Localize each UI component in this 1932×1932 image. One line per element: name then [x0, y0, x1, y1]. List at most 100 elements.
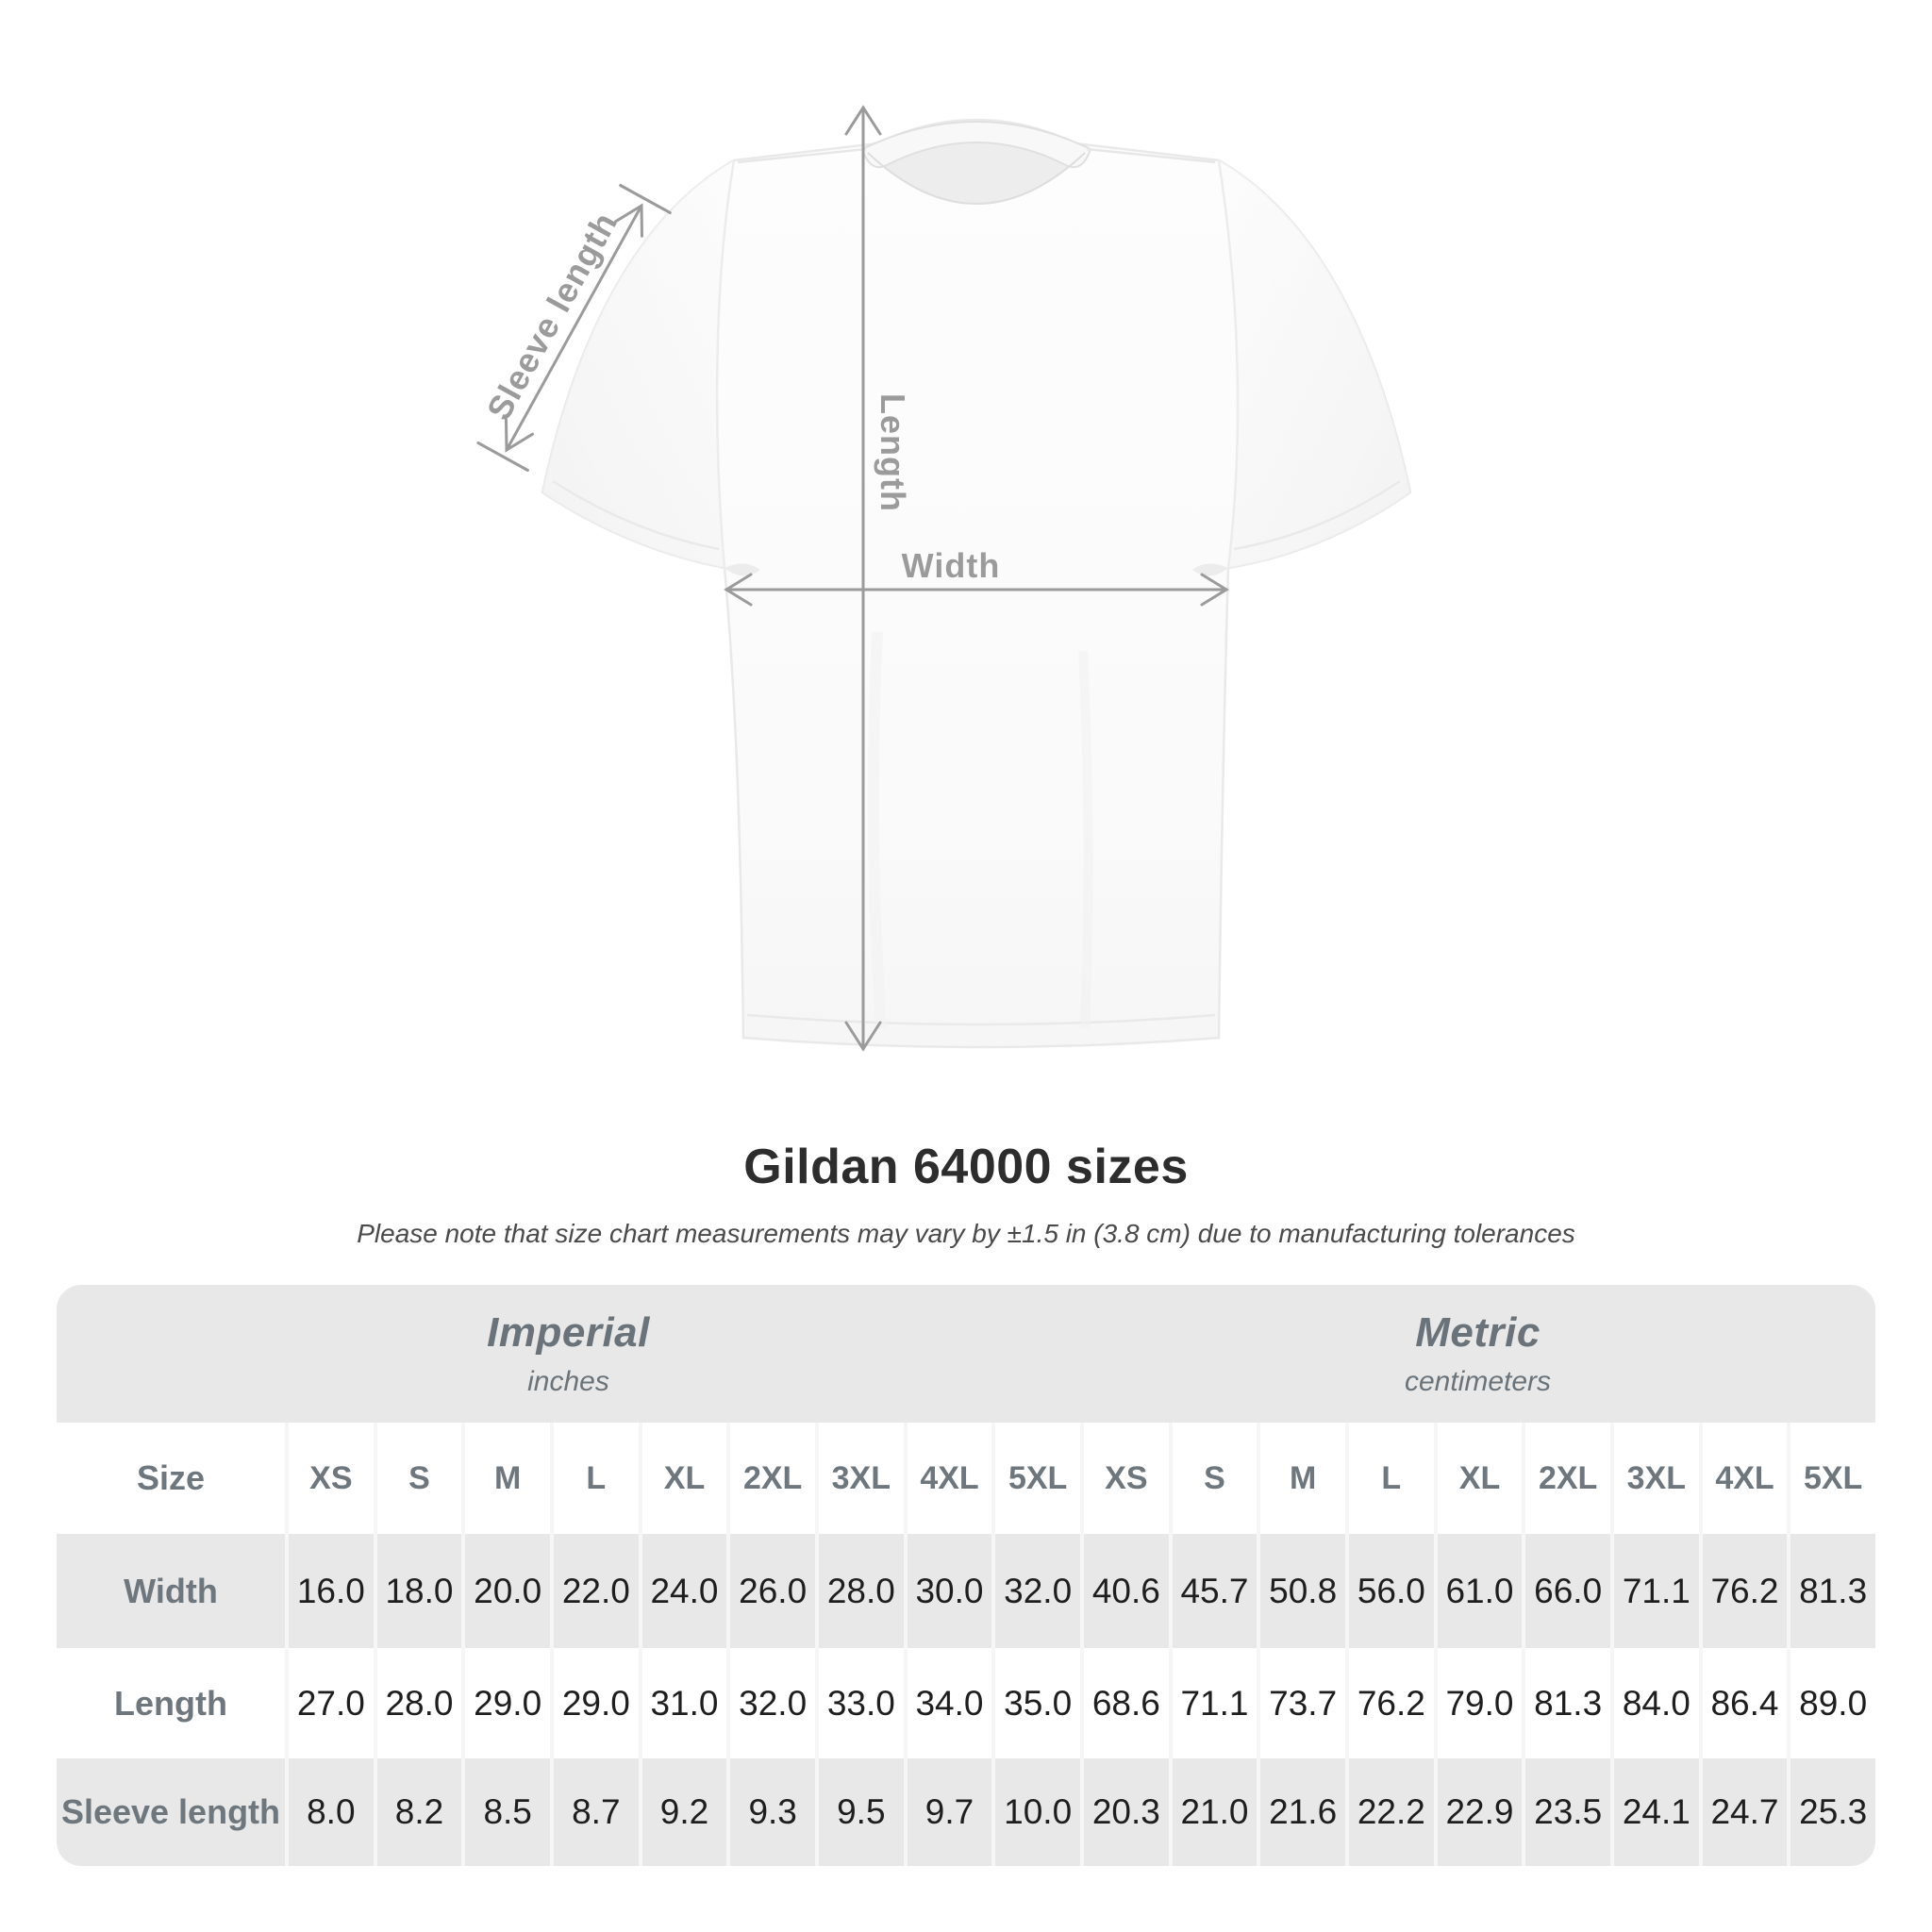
metric-units: centimeters: [1404, 1366, 1552, 1397]
length-metric-value: 79.0: [1433, 1648, 1523, 1758]
table-row-sleeve-length: Sleeve length 8.0 8.2 8.5 8.7 9.2 9.3 9.5 9.7 10…: [57, 1758, 1875, 1866]
size-column-header: L: [1344, 1423, 1434, 1534]
sleeve-metric-value: 22.2: [1344, 1758, 1434, 1866]
size-column-header: S: [1168, 1423, 1257, 1534]
width-label: Width: [902, 546, 1001, 585]
length-arrow: [844, 105, 882, 1052]
table-row-length: Length 27.0 28.0 29.0 29.0 31.0 32.0 33.0 34.0 3…: [57, 1648, 1875, 1758]
unit-group-header-row: Imperial inches Metric centimeters: [57, 1285, 1875, 1423]
width-imperial-value: 28.0: [814, 1534, 904, 1648]
imperial-label: Imperial: [487, 1309, 650, 1356]
length-imperial-value: 32.0: [726, 1648, 815, 1758]
sleeve-imperial-value: 9.2: [638, 1758, 727, 1866]
sleeve-imperial-value: 8.7: [549, 1758, 639, 1866]
sleeve-metric-value: 21.0: [1168, 1758, 1257, 1866]
length-imperial-value: 31.0: [638, 1648, 727, 1758]
length-imperial-value: 33.0: [814, 1648, 904, 1758]
size-column-header: M: [1257, 1423, 1345, 1534]
sleeve-metric-value: 23.5: [1522, 1758, 1610, 1866]
sleeve-metric-value: 20.3: [1079, 1758, 1169, 1866]
size-table: Imperial inches Metric centimeters Size …: [57, 1285, 1875, 1866]
sleeve-imperial-value: 8.5: [461, 1758, 550, 1866]
sleeve-imperial-value: 9.5: [814, 1758, 904, 1866]
length-metric-value: 86.4: [1698, 1648, 1788, 1758]
width-arrow: [724, 573, 1229, 607]
imperial-group-header: Imperial inches: [57, 1285, 1080, 1423]
table-row-width: Width 16.0 18.0 20.0 22.0 24.0 26.0 28.0 30.0 32…: [57, 1534, 1875, 1648]
length-imperial-value: 35.0: [991, 1648, 1080, 1758]
width-imperial-value: 30.0: [903, 1534, 992, 1648]
length-metric-value: 71.1: [1168, 1648, 1257, 1758]
width-imperial-value: 24.0: [638, 1534, 727, 1648]
length-imperial-value: 27.0: [285, 1648, 374, 1758]
metric-label: Metric: [1415, 1309, 1541, 1356]
tshirt-shape: [541, 118, 1412, 1049]
sleeve-length-arrow: [476, 184, 672, 472]
length-metric-value: 68.6: [1079, 1648, 1169, 1758]
size-column-header: XL: [1433, 1423, 1523, 1534]
size-column-header: 5XL: [1787, 1423, 1875, 1534]
width-imperial-value: 18.0: [373, 1534, 462, 1648]
size-header-row: Size XS S M L XL 2XL 3XL 4XL 5XL XS S M L XL 2XL 3XL 4X…: [57, 1423, 1875, 1534]
tshirt-illustration: Sleeve length Length Width: [476, 105, 1412, 1052]
width-metric-value: 56.0: [1344, 1534, 1434, 1648]
size-column-header: XS: [1079, 1423, 1169, 1534]
width-metric-value: 45.7: [1168, 1534, 1257, 1648]
size-column-header: 3XL: [1609, 1423, 1699, 1534]
size-column-header: L: [549, 1423, 639, 1534]
size-column-header: XL: [638, 1423, 727, 1534]
length-label: Length: [874, 393, 912, 512]
width-metric-value: 81.3: [1787, 1534, 1875, 1648]
size-column-header: XS: [285, 1423, 374, 1534]
size-column-header: 3XL: [814, 1423, 904, 1534]
sleeve-metric-value: 21.6: [1257, 1758, 1345, 1866]
width-imperial-value: 20.0: [461, 1534, 550, 1648]
width-metric-value: 76.2: [1698, 1534, 1788, 1648]
row-label-sleeve-length: Sleeve length: [60, 1792, 281, 1831]
length-imperial-value: 34.0: [903, 1648, 992, 1758]
sleeve-metric-value: 25.3: [1787, 1758, 1875, 1866]
size-column-header: 2XL: [726, 1423, 815, 1534]
size-column-header: M: [461, 1423, 550, 1534]
tolerance-note: Please note that size chart measurements…: [357, 1219, 1575, 1248]
width-imperial-value: 26.0: [726, 1534, 815, 1648]
tshirt-diagram: Sleeve length Length Width: [472, 66, 1472, 1085]
width-metric-value: 50.8: [1257, 1534, 1345, 1648]
size-column-header: S: [373, 1423, 462, 1534]
length-metric-value: 76.2: [1344, 1648, 1434, 1758]
size-column-header: 4XL: [1698, 1423, 1788, 1534]
sleeve-imperial-value: 8.0: [285, 1758, 374, 1866]
row-label-length: Length: [114, 1683, 227, 1723]
length-imperial-value: 29.0: [549, 1648, 639, 1758]
length-metric-value: 73.7: [1257, 1648, 1345, 1758]
sleeve-imperial-value: 8.2: [373, 1758, 462, 1866]
length-imperial-value: 29.0: [461, 1648, 550, 1758]
sleeve-metric-value: 22.9: [1433, 1758, 1523, 1866]
length-metric-value: 89.0: [1787, 1648, 1875, 1758]
page-title: Gildan 64000 sizes: [743, 1140, 1189, 1194]
width-metric-value: 71.1: [1609, 1534, 1699, 1648]
row-label-width: Width: [124, 1571, 218, 1610]
metric-group-header: Metric centimeters: [1080, 1285, 1875, 1423]
width-metric-value: 66.0: [1522, 1534, 1610, 1648]
sleeve-imperial-value: 9.7: [903, 1758, 992, 1866]
sleeve-metric-value: 24.7: [1698, 1758, 1788, 1866]
size-row-label: Size: [136, 1458, 206, 1497]
width-imperial-value: 16.0: [285, 1534, 374, 1648]
length-imperial-value: 28.0: [373, 1648, 462, 1758]
width-metric-value: 61.0: [1433, 1534, 1523, 1648]
size-column-header: 4XL: [903, 1423, 992, 1534]
width-imperial-value: 32.0: [991, 1534, 1080, 1648]
length-metric-value: 81.3: [1522, 1648, 1610, 1758]
width-imperial-value: 22.0: [549, 1534, 639, 1648]
sleeve-imperial-value: 9.3: [726, 1758, 815, 1866]
size-column-header: 2XL: [1522, 1423, 1610, 1534]
length-metric-value: 84.0: [1609, 1648, 1699, 1758]
width-metric-value: 40.6: [1079, 1534, 1169, 1648]
size-column-header: 5XL: [991, 1423, 1080, 1534]
imperial-units: inches: [527, 1366, 609, 1397]
sleeve-metric-value: 24.1: [1609, 1758, 1699, 1866]
sleeve-imperial-value: 10.0: [991, 1758, 1080, 1866]
collar: [737, 121, 1216, 205]
